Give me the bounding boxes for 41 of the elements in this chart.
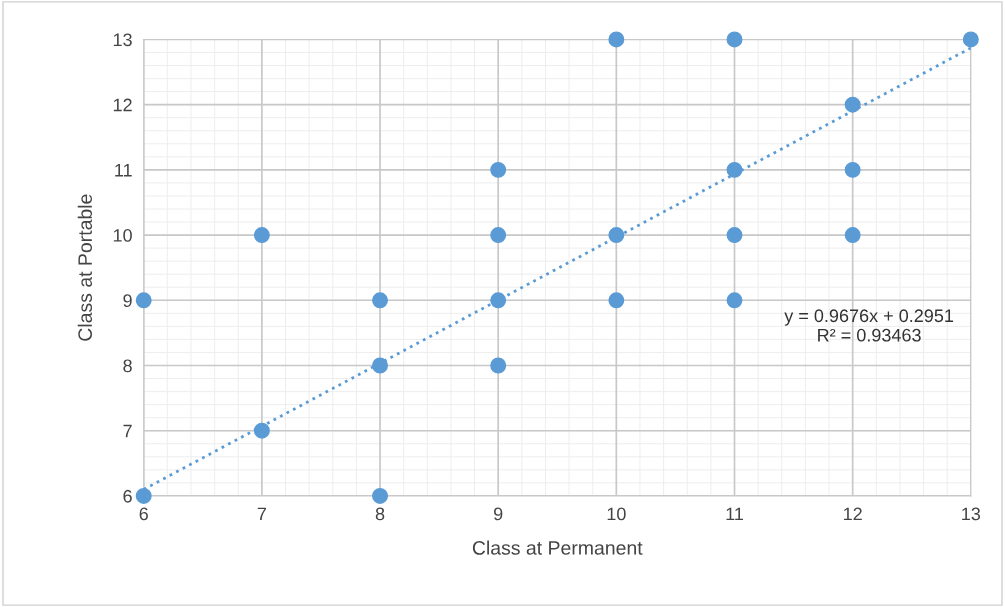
point	[608, 227, 625, 244]
point	[844, 227, 861, 244]
point	[726, 227, 743, 244]
point	[490, 292, 507, 309]
point	[726, 292, 743, 309]
y-tick-label: 8	[123, 359, 132, 373]
x-tick-label: 7	[257, 507, 266, 521]
point	[962, 31, 979, 48]
x-tick-label: 9	[494, 507, 503, 521]
point	[726, 31, 743, 48]
x-tick-label: 11	[726, 507, 744, 521]
y-axis-title: Class at Portable	[77, 194, 93, 341]
y-tick-label: 11	[115, 163, 132, 177]
point	[372, 357, 389, 374]
point	[135, 487, 152, 504]
x-tick-label: 13	[962, 507, 981, 521]
point	[844, 161, 861, 178]
y-tick-label: 12	[113, 98, 132, 112]
x-tick-label: 12	[844, 507, 862, 521]
point	[726, 161, 743, 178]
point	[253, 422, 270, 439]
point	[372, 487, 389, 504]
point	[490, 357, 507, 374]
y-tick-label: 6	[123, 489, 132, 503]
x-axis-title: Class at Permanent	[472, 540, 643, 555]
x-tick-label: 8	[375, 507, 385, 521]
point	[253, 227, 270, 244]
point	[135, 292, 152, 309]
x-tick-label: 10	[607, 507, 626, 521]
y-tick-label: 7	[123, 424, 132, 438]
point	[608, 31, 625, 48]
y-tick-label: 10	[113, 229, 132, 242]
point	[372, 292, 389, 309]
point	[608, 292, 625, 309]
y-tick-label: 13	[113, 33, 132, 47]
y-tick-label: 9	[123, 294, 132, 308]
x-tick-label: 6	[139, 507, 148, 521]
point	[844, 96, 861, 113]
annotation: y = 0.9676x + 0.2951 R² = 0.93463	[784, 309, 954, 342]
point	[490, 161, 507, 178]
point	[490, 227, 507, 244]
